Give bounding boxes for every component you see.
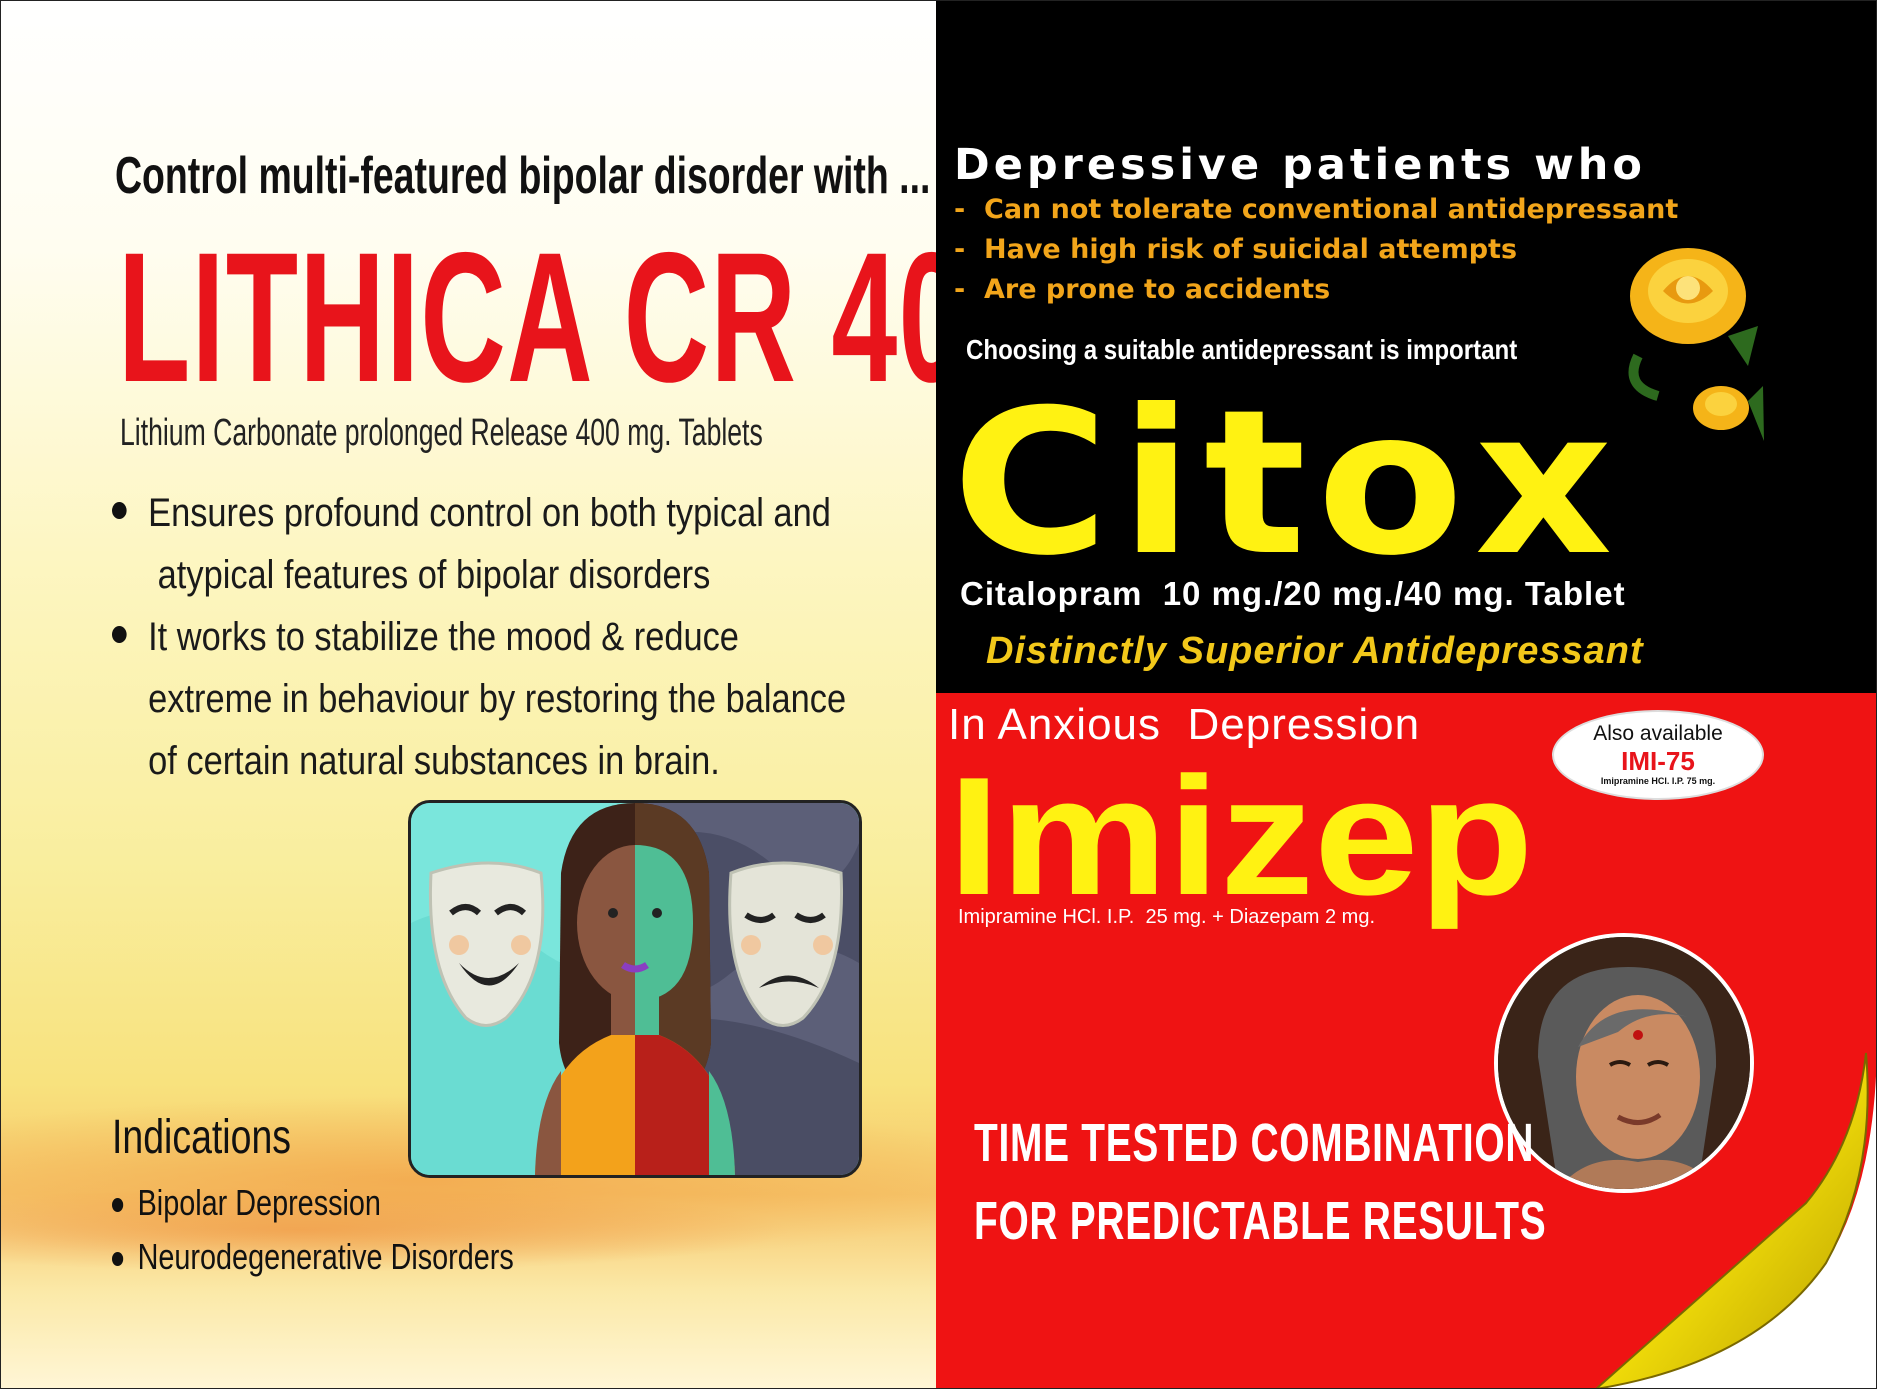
citox-tagline: Distinctly Superior Antidepressant <box>986 630 1644 672</box>
citox-note: Choosing a suitable antidepressant is im… <box>966 334 1518 365</box>
imizep-brand: Imizep <box>948 742 1534 930</box>
imizep-heading: In Anxious Depression <box>948 700 1421 749</box>
citox-point: - Can not tolerate conventional antidepre… <box>954 194 1679 225</box>
bullet-icon <box>112 626 127 643</box>
bullet-icon <box>112 1198 124 1213</box>
indications-title: Indications <box>112 1111 291 1164</box>
imizep-slogan-line1: TIME TESTED COMBINATION <box>974 1113 1535 1173</box>
badge-product: IMI-75 <box>1621 746 1695 776</box>
masks-illustration <box>408 800 862 1178</box>
benefit-item: Ensures profound control on both typical… <box>112 482 831 544</box>
badge-detail: Imipramine HCl. I.P. 75 mg. <box>1600 776 1716 786</box>
mood-masks-icon <box>411 803 859 1175</box>
indication-item: Neurodegenerative Disorders <box>112 1236 514 1278</box>
lithica-brand: LITHICA CR 400 <box>118 215 1033 421</box>
portrait-photo-icon <box>1498 937 1750 1189</box>
page-curl-icon <box>1594 1043 1877 1389</box>
benefit-item: It works to stabilize the mood & reduce <box>112 606 800 668</box>
indication-item: Bipolar Depression <box>112 1182 381 1224</box>
lithica-headline: Control multi-featured bipolar disorder … <box>115 147 931 205</box>
also-available-badge: Also available IMI-75 Imipramine HCl. I.… <box>1552 710 1764 800</box>
bullet-icon <box>112 502 127 519</box>
citox-point: - Have high risk of suicidal attempts <box>954 234 1518 265</box>
citox-brand: Citox <box>952 367 1624 600</box>
woman-portrait <box>1494 933 1754 1193</box>
citox-title: Depressive patients who <box>954 140 1646 190</box>
benefit-item-cont: of certain natural substances in brain. <box>148 739 720 783</box>
citox-point: - Are prone to accidents <box>954 274 1331 305</box>
badge-label: Also available <box>1593 722 1723 745</box>
lithica-subtitle: Lithium Carbonate prolonged Release 400 … <box>120 412 763 454</box>
lithica-benefits: Ensures profound control on both typical… <box>112 482 912 792</box>
benefit-item-cont: atypical features of bipolar disorders <box>148 553 711 597</box>
benefit-item-cont: extreme in behaviour by restoring the ba… <box>148 677 847 721</box>
bullet-icon <box>112 1252 124 1267</box>
imizep-composition: Imipramine HCl. I.P. 25 mg. + Diazepam 2… <box>958 906 1376 928</box>
imizep-slogan-line2: FOR PREDICTABLE RESULTS <box>974 1191 1547 1251</box>
yellow-rose-icon <box>1628 248 1764 441</box>
citox-panel <box>936 0 1877 693</box>
citox-composition: Citalopram 10 mg./20 mg./40 mg. Tablet <box>960 575 1626 612</box>
